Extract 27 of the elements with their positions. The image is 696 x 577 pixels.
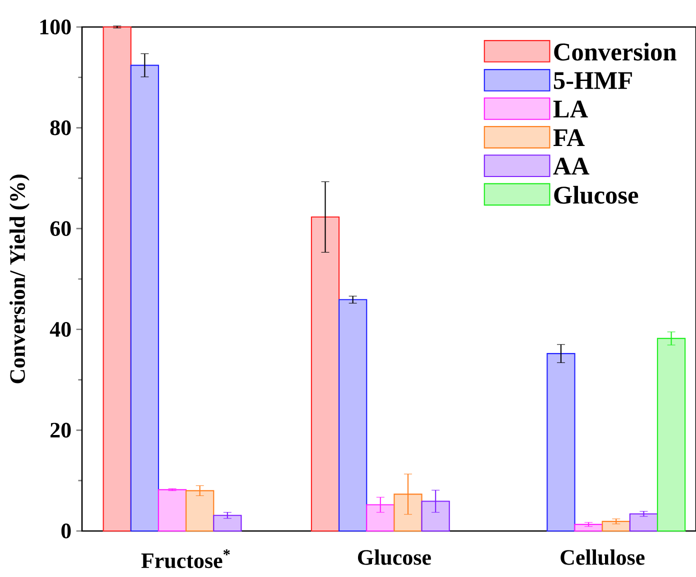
legend-label: Conversion — [554, 42, 676, 61]
y-tick-label: 40 — [50, 322, 71, 337]
bar — [158, 489, 187, 532]
y-axis-title: Conversion/ Yield (%) — [10, 174, 30, 384]
bar — [186, 490, 214, 532]
x-tick-label: Cellulose — [560, 549, 645, 565]
y-tick-label: 80 — [50, 120, 71, 136]
legend-label: LA — [553, 100, 588, 118]
legend-label: FA — [553, 129, 585, 146]
legend-label: Glucose — [554, 186, 638, 204]
y-tick-label: 100 — [40, 20, 71, 34]
bar — [629, 513, 658, 532]
legend-label: 5-HMF — [554, 72, 632, 90]
bar — [602, 520, 630, 532]
bar — [546, 353, 576, 532]
bar — [102, 26, 132, 532]
bar — [130, 64, 160, 532]
bar — [310, 216, 340, 532]
y-tick-label: 20 — [50, 422, 71, 438]
legend-label: AA — [553, 158, 590, 175]
bar — [574, 524, 603, 532]
y-tick-label: 0 — [61, 524, 71, 538]
y-tick-label: 60 — [50, 221, 71, 236]
x-tick-label: Glucose — [358, 549, 431, 565]
x-tick-label: Fructose$^{*}$ — [141, 549, 230, 568]
bar — [338, 299, 368, 532]
bar — [213, 514, 242, 532]
